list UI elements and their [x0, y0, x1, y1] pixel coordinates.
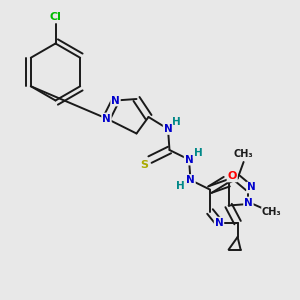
- Text: O: O: [227, 171, 237, 182]
- Text: CH₃: CH₃: [234, 148, 254, 159]
- Text: H: H: [194, 148, 202, 158]
- Text: H: H: [176, 181, 184, 191]
- Text: Cl: Cl: [50, 11, 61, 22]
- Text: N: N: [184, 154, 194, 165]
- Text: CH₃: CH₃: [262, 207, 282, 218]
- Text: N: N: [164, 124, 172, 134]
- Text: N: N: [214, 218, 224, 228]
- Text: N: N: [186, 175, 195, 185]
- Text: N: N: [111, 95, 120, 106]
- Text: N: N: [244, 197, 253, 208]
- Text: H: H: [172, 117, 181, 128]
- Text: N: N: [102, 113, 111, 124]
- Text: N: N: [247, 182, 256, 193]
- Text: S: S: [141, 160, 148, 170]
